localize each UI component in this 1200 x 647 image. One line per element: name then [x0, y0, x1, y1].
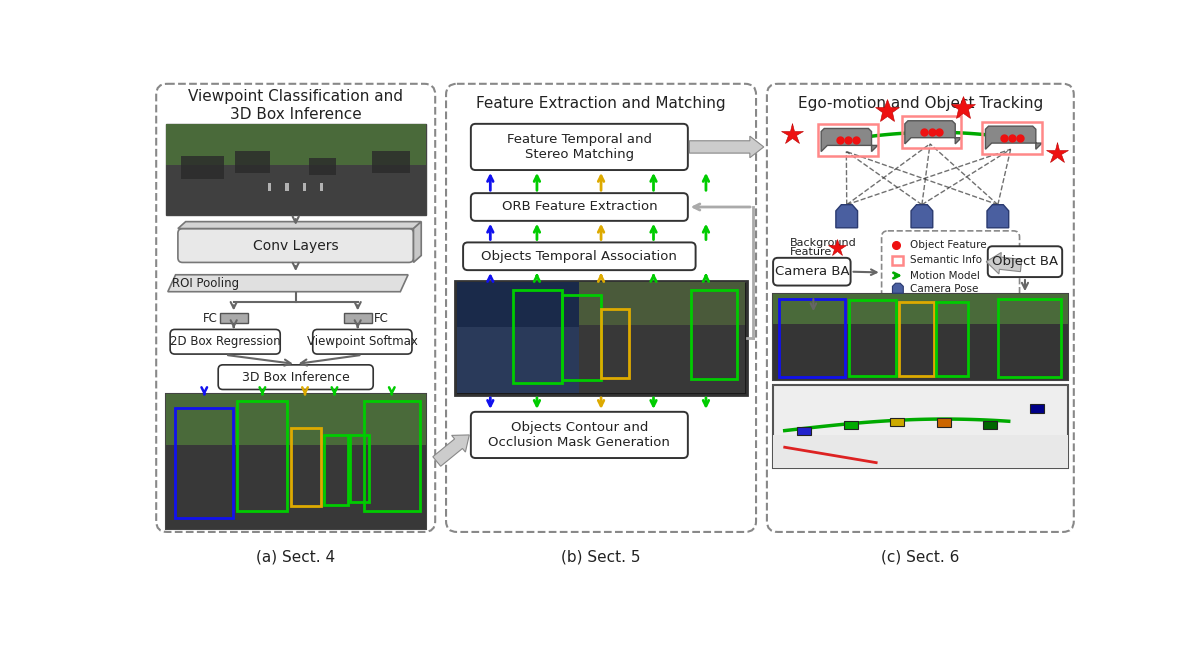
Bar: [350, 435, 370, 502]
Bar: [181, 156, 223, 179]
Bar: [998, 299, 1062, 377]
Bar: [220, 313, 247, 324]
Polygon shape: [168, 275, 408, 292]
Bar: [166, 165, 426, 215]
Bar: [514, 290, 562, 384]
Polygon shape: [893, 283, 904, 293]
Bar: [455, 281, 746, 395]
Text: Camera Pose: Camera Pose: [910, 285, 978, 294]
Text: Motion Model: Motion Model: [910, 270, 979, 281]
FancyBboxPatch shape: [773, 258, 851, 285]
Text: Viewpoint Softmax: Viewpoint Softmax: [307, 335, 418, 348]
Text: FC: FC: [203, 312, 217, 325]
FancyBboxPatch shape: [463, 243, 696, 270]
FancyBboxPatch shape: [170, 329, 281, 354]
Polygon shape: [986, 204, 1009, 228]
Text: ORB Feature Extraction: ORB Feature Extraction: [502, 201, 658, 214]
Text: Objects Contour and
Occlusion Mask Generation: Objects Contour and Occlusion Mask Gener…: [488, 421, 671, 449]
Bar: [308, 159, 336, 175]
Bar: [292, 428, 320, 506]
Polygon shape: [905, 121, 961, 144]
Bar: [779, 299, 845, 377]
FancyBboxPatch shape: [470, 193, 688, 221]
Bar: [166, 445, 426, 529]
FancyBboxPatch shape: [470, 412, 688, 458]
Bar: [773, 294, 1068, 380]
Polygon shape: [986, 252, 1021, 274]
Bar: [773, 385, 1068, 468]
Bar: [850, 300, 895, 376]
Polygon shape: [911, 204, 932, 228]
Text: (b) Sect. 5: (b) Sect. 5: [562, 549, 641, 564]
Bar: [166, 124, 426, 215]
Text: Ego-motion and Object Tracking: Ego-motion and Object Tracking: [798, 96, 1043, 111]
Text: Objects Temporal Association: Objects Temporal Association: [481, 250, 677, 263]
Bar: [563, 294, 601, 380]
FancyBboxPatch shape: [988, 247, 1062, 277]
Polygon shape: [433, 435, 469, 466]
Bar: [773, 435, 1068, 468]
Bar: [691, 290, 738, 379]
Text: Semantic Info: Semantic Info: [910, 255, 982, 265]
Text: Viewpoint Classification and
3D Box Inference: Viewpoint Classification and 3D Box Infe…: [188, 89, 403, 122]
Bar: [364, 401, 420, 511]
Bar: [899, 302, 935, 376]
Bar: [936, 302, 968, 376]
Bar: [773, 324, 1068, 380]
Polygon shape: [689, 136, 764, 158]
Bar: [302, 183, 306, 191]
Bar: [901, 116, 961, 148]
Bar: [320, 183, 323, 191]
Bar: [372, 151, 410, 173]
Bar: [844, 421, 858, 430]
Text: Conv Layers: Conv Layers: [253, 239, 338, 253]
Bar: [580, 283, 745, 393]
FancyBboxPatch shape: [218, 365, 373, 389]
Bar: [286, 183, 288, 191]
Text: 2D Box Regression: 2D Box Regression: [170, 335, 281, 348]
Text: Camera BA: Camera BA: [774, 265, 850, 278]
FancyBboxPatch shape: [178, 228, 414, 263]
Text: (a) Sect. 4: (a) Sect. 4: [256, 549, 335, 564]
Text: Background: Background: [790, 238, 857, 248]
Polygon shape: [985, 126, 1042, 149]
Bar: [1030, 404, 1044, 413]
Text: Object BA: Object BA: [992, 255, 1058, 268]
FancyBboxPatch shape: [470, 124, 688, 170]
Text: Object Feature: Object Feature: [910, 240, 986, 250]
Bar: [773, 294, 1068, 324]
Bar: [983, 421, 997, 430]
Polygon shape: [414, 222, 421, 263]
Bar: [166, 394, 426, 445]
Bar: [268, 183, 271, 191]
Polygon shape: [836, 204, 858, 228]
Bar: [937, 419, 950, 427]
Text: (c) Sect. 6: (c) Sect. 6: [881, 549, 960, 564]
Bar: [324, 435, 348, 505]
Text: Feature Temporal and
Stereo Matching: Feature Temporal and Stereo Matching: [506, 133, 652, 161]
Text: ROI Pooling: ROI Pooling: [172, 277, 239, 290]
Bar: [166, 394, 426, 529]
Bar: [457, 283, 580, 327]
Bar: [166, 124, 426, 165]
Bar: [983, 122, 1042, 154]
Bar: [236, 401, 287, 511]
Bar: [818, 124, 877, 156]
Polygon shape: [821, 129, 877, 151]
Bar: [175, 408, 233, 518]
Polygon shape: [178, 222, 421, 228]
Bar: [797, 427, 811, 435]
Bar: [890, 417, 904, 426]
Bar: [580, 283, 745, 325]
Text: FC: FC: [374, 312, 389, 325]
Bar: [457, 283, 580, 393]
Bar: [235, 151, 270, 173]
Bar: [893, 256, 904, 265]
Bar: [601, 309, 629, 378]
Text: Feature: Feature: [790, 247, 833, 258]
Text: Feature Extraction and Matching: Feature Extraction and Matching: [476, 96, 726, 111]
Text: 3D Box Inference: 3D Box Inference: [242, 371, 349, 384]
FancyBboxPatch shape: [313, 329, 412, 354]
Bar: [343, 313, 372, 324]
